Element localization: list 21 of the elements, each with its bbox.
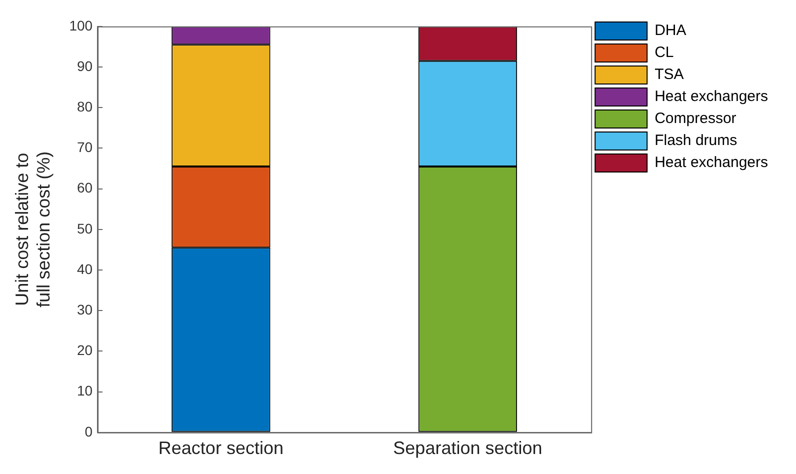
y-tick-label: 60 [76, 180, 93, 196]
y-tick-label: 0 [84, 423, 93, 440]
legend-label: Compressor [654, 110, 736, 128]
y-tick-label: 90 [76, 58, 93, 74]
legend-label: CL [654, 44, 674, 62]
legend-label: Flash drums [654, 132, 738, 150]
y-tick-label: 40 [76, 260, 93, 277]
x-tick-label: Reactor section [158, 438, 284, 458]
y-tick-label: 50 [76, 220, 93, 236]
y-tick-label: 10 [76, 382, 93, 399]
y-tick-label: 70 [76, 139, 93, 156]
legend-label: Heat exchangers [654, 154, 768, 172]
legend-label: Heat exchangers [654, 88, 768, 106]
legend-label: TSA [654, 66, 684, 84]
x-tick-label: Separation section [393, 438, 542, 458]
y-axis-title: Unit cost relative to full section cost (%) [12, 151, 54, 308]
legend-label: DHA [654, 22, 686, 40]
y-tick-label: 20 [76, 342, 93, 358]
y-tick-label: 30 [76, 301, 93, 318]
y-tick-label: 100 [69, 17, 93, 34]
y-tick-label: 80 [76, 98, 93, 114]
